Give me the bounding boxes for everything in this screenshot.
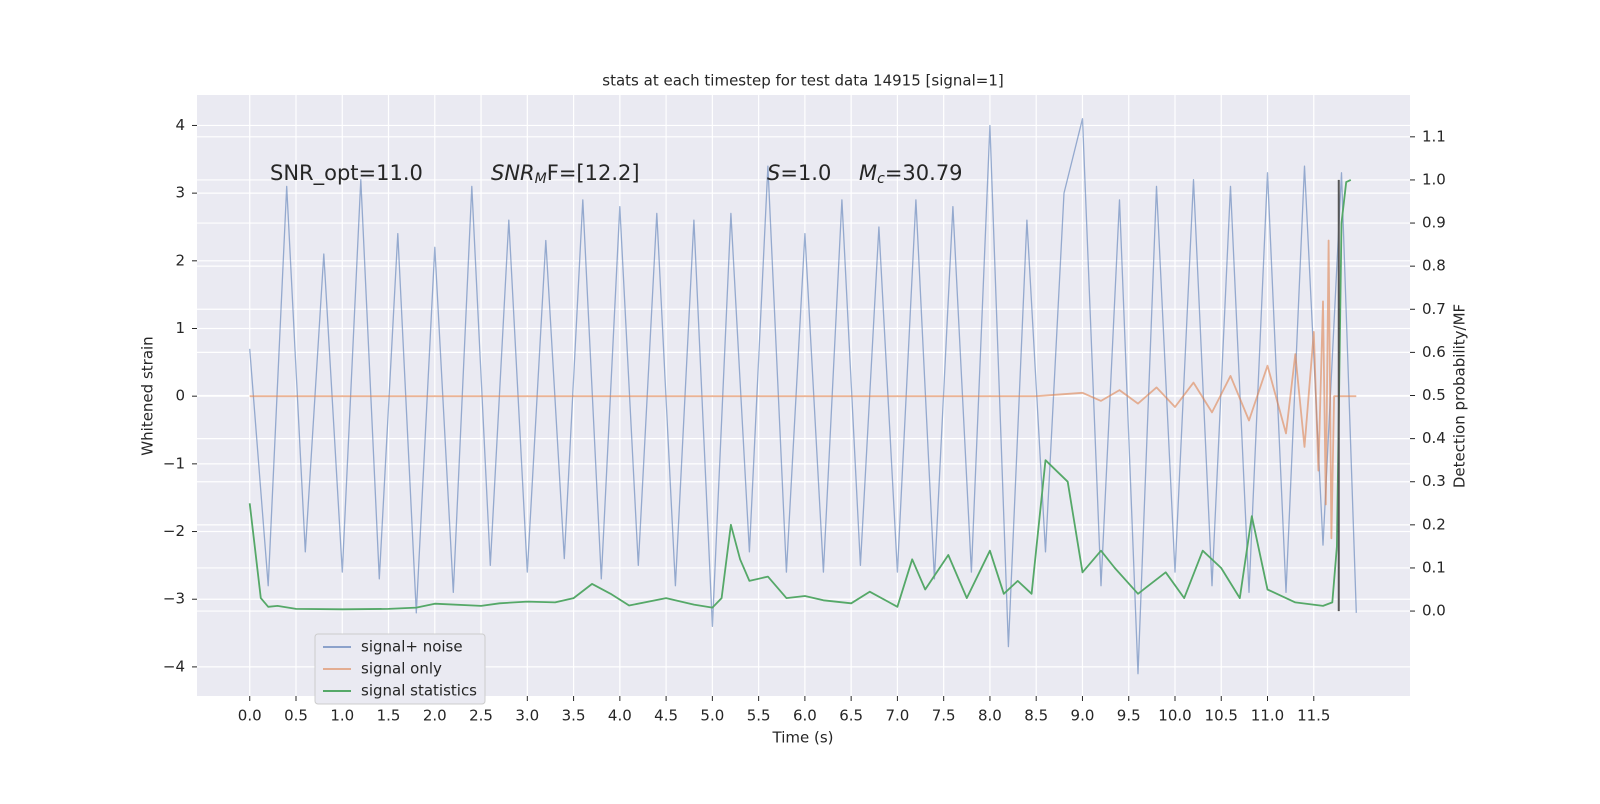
annotation: Mc=30.79: [859, 161, 963, 187]
x-tick-label: 9.5: [1117, 707, 1141, 725]
y-tick-label: −1: [163, 454, 185, 472]
y2-tick-label: 0.9: [1422, 214, 1446, 232]
series-line: [249, 239, 1357, 540]
y2-tick-label: 1.0: [1422, 170, 1446, 188]
annotation-rest: =1.0: [780, 161, 831, 185]
legend-label: signal+ noise: [361, 638, 463, 656]
y2-tick-label: 0.3: [1422, 472, 1446, 490]
legend-box: [314, 633, 486, 705]
x-tick-label: 8.0: [978, 707, 1002, 725]
x-tick-label: 2.0: [423, 707, 447, 725]
annotation-main: SNR: [491, 161, 535, 185]
y-tick-label: 2: [175, 251, 185, 269]
x-tick-label: 2.5: [469, 707, 493, 725]
legend-label: signal statistics: [361, 682, 477, 700]
y2-tick-label: 0.2: [1422, 515, 1446, 533]
x-tick-label: 4.5: [654, 707, 678, 725]
x-tick-label: 11.0: [1251, 707, 1284, 725]
x-tick-label: 5.5: [747, 707, 771, 725]
annotation: SNRMF=[12.2]: [491, 161, 640, 187]
y-axis-label: Whitened strain: [139, 336, 157, 455]
y-tick-label: −4: [163, 657, 185, 675]
x-tick-label: 0.0: [238, 707, 262, 725]
x-axis-label: Time (s): [772, 729, 834, 747]
legend-label: signal only: [361, 660, 442, 678]
y2-tick-label: 0.1: [1422, 558, 1446, 576]
y2-tick-label: 1.1: [1422, 127, 1446, 145]
x-tick-label: 10.0: [1158, 707, 1191, 725]
legend: signal+ noise signal only signal statistic…: [314, 633, 486, 705]
x-tick-label: 10.5: [1205, 707, 1238, 725]
y2-tick-label: 0.0: [1422, 602, 1446, 620]
series-line: [249, 118, 1357, 675]
y2-tick-label: 0.7: [1422, 300, 1446, 318]
x-tick-label: 3.5: [562, 707, 586, 725]
x-tick-label: 6.0: [793, 707, 817, 725]
y2-tick-label: 0.4: [1422, 429, 1446, 447]
y2-tick-label: 0.5: [1422, 386, 1446, 404]
annotation: S=1.0: [767, 161, 831, 185]
x-tick-label: 7.5: [932, 707, 956, 725]
chart-title: stats at each timestep for test data 149…: [602, 72, 1003, 90]
y-tick-label: 4: [175, 116, 185, 134]
y-tick-label: −2: [163, 522, 185, 540]
x-tick-label: 5.0: [700, 707, 724, 725]
annotation-rest: F=[12.2]: [547, 161, 640, 185]
x-tick-label: 1.0: [330, 707, 354, 725]
x-tick-label: 3.0: [515, 707, 539, 725]
annotation-main: S: [767, 161, 780, 185]
annotation-sub: M: [535, 171, 547, 187]
y-tick-label: 1: [175, 319, 185, 337]
x-tick-label: 7.0: [885, 707, 909, 725]
y2-tick-label: 0.8: [1422, 257, 1446, 275]
x-tick-label: 9.0: [1071, 707, 1095, 725]
series-line: [248, 179, 1352, 611]
annotation-rest: =30.79: [885, 161, 963, 185]
x-tick-label: 11.5: [1297, 707, 1330, 725]
x-tick-label: 0.5: [284, 707, 308, 725]
y-tick-label: −3: [163, 590, 185, 608]
y-tick-label: 0: [175, 387, 185, 405]
x-tick-label: 6.5: [839, 707, 863, 725]
annotation: SNR_opt=11.0: [270, 161, 423, 186]
annotation-sub: c: [877, 171, 885, 187]
y2-axis-label: Detection probability/MF: [1451, 304, 1469, 488]
annotation-main: M: [859, 161, 877, 185]
y-tick-label: 3: [175, 184, 185, 202]
x-tick-label: 4.0: [608, 707, 632, 725]
y2-tick-label: 0.6: [1422, 343, 1446, 361]
x-tick-label: 1.5: [377, 707, 401, 725]
annotation-main: SNR_opt=11.0: [270, 161, 423, 186]
x-tick-label: 8.5: [1024, 707, 1048, 725]
